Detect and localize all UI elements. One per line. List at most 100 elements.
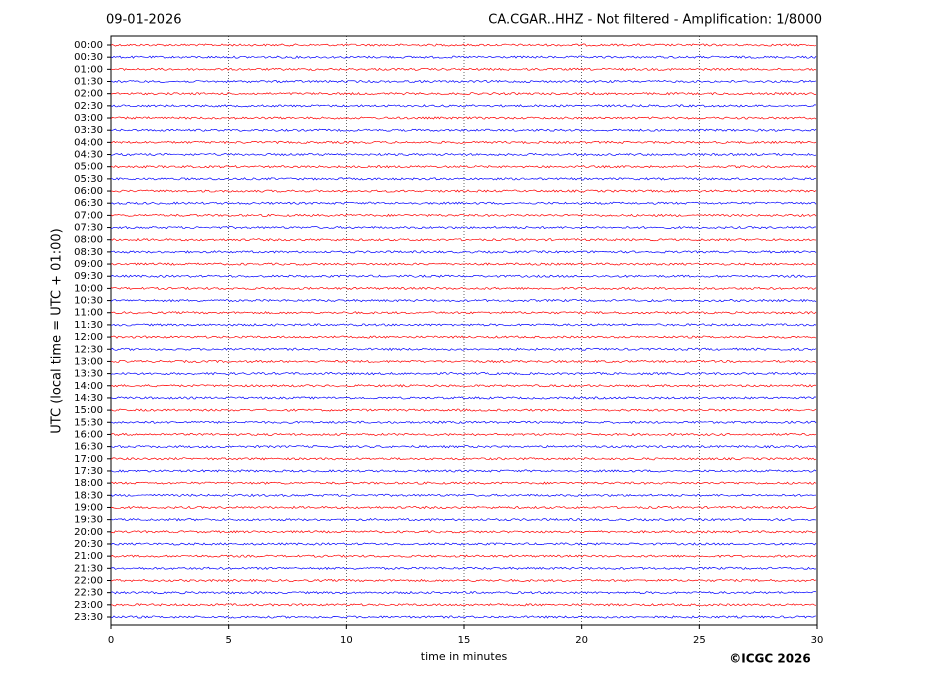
y-tick-label: 00:30	[74, 52, 103, 63]
x-tick-label: 15	[458, 635, 471, 646]
trace	[110, 177, 817, 181]
y-tick-label: 10:30	[74, 296, 103, 307]
x-tick-label: 10	[340, 635, 353, 646]
y-tick-label: 22:00	[74, 575, 103, 586]
trace	[110, 603, 817, 607]
y-tick-label: 08:00	[74, 235, 103, 246]
y-tick-label: 16:30	[74, 442, 103, 453]
trace	[110, 566, 817, 570]
x-tick-label: 20	[575, 635, 588, 646]
trace	[110, 347, 817, 351]
trace	[110, 311, 817, 315]
y-tick-label: 00:00	[74, 40, 103, 51]
trace	[110, 286, 817, 291]
y-tick-label: 06:30	[74, 198, 103, 209]
trace	[110, 493, 817, 497]
y-tick-label: 19:30	[74, 515, 103, 526]
trace	[110, 578, 817, 583]
y-tick-label: 08:30	[74, 247, 103, 258]
y-tick-label: 20:00	[74, 527, 103, 538]
y-tick-label: 02:00	[74, 89, 103, 100]
y-tick-label: 12:00	[74, 332, 103, 343]
x-axis-label: time in minutes	[421, 650, 508, 663]
trace	[110, 79, 817, 84]
y-tick-label: 11:30	[74, 320, 103, 331]
y-tick-label: 06:00	[74, 186, 103, 197]
y-tick-label: 09:30	[74, 271, 103, 282]
y-tick-label: 04:30	[74, 150, 103, 161]
y-tick-label: 16:00	[74, 429, 103, 440]
y-tick-label: 12:30	[74, 344, 103, 355]
trace	[110, 481, 817, 485]
trace	[110, 67, 817, 71]
trace	[110, 542, 817, 546]
trace	[110, 262, 817, 266]
credit: ©ICGC 2026	[729, 652, 811, 666]
y-tick-label: 07:00	[74, 210, 103, 221]
trace	[110, 104, 817, 108]
y-tick-label: 15:30	[74, 417, 103, 428]
trace	[110, 371, 817, 376]
y-tick-label: 01:00	[74, 64, 103, 75]
y-tick-label: 15:00	[74, 405, 103, 416]
trace	[110, 505, 817, 510]
trace	[110, 152, 817, 157]
y-tick-label: 21:00	[74, 551, 103, 562]
chart-title: CA.CGAR..HHZ - Not filtered - Amplificat…	[488, 13, 822, 28]
y-tick-label: 14:30	[74, 393, 103, 404]
date: 09-01-2026	[106, 13, 182, 28]
y-tick-label: 03:30	[74, 125, 103, 136]
trace	[110, 116, 817, 120]
y-tick-label: 18:00	[74, 478, 103, 489]
trace	[110, 457, 817, 461]
y-tick-label: 20:30	[74, 539, 103, 550]
x-tick-label: 5	[225, 635, 231, 646]
trace	[110, 298, 817, 303]
trace	[110, 530, 817, 534]
y-tick-label: 14:00	[74, 381, 103, 392]
y-tick-label: 17:30	[74, 466, 103, 477]
trace	[110, 238, 817, 242]
y-tick-label: 01:30	[74, 77, 103, 88]
y-tick-label: 04:00	[74, 137, 103, 148]
y-tick-label: 13:00	[74, 356, 103, 367]
y-tick-label: 17:00	[74, 454, 103, 465]
trace	[110, 250, 817, 254]
trace	[110, 323, 817, 327]
y-tick-label: 21:30	[74, 563, 103, 574]
y-tick-label: 10:00	[74, 283, 103, 294]
trace	[110, 274, 817, 278]
trace	[110, 445, 817, 449]
trace	[110, 128, 817, 132]
trace	[110, 92, 817, 96]
y-tick-label: 11:00	[74, 308, 103, 319]
trace	[110, 335, 817, 339]
y-tick-label: 05:30	[74, 174, 103, 185]
trace	[110, 615, 817, 619]
y-tick-label: 19:00	[74, 502, 103, 513]
x-tick-label: 0	[108, 635, 114, 646]
trace	[110, 43, 817, 47]
y-tick-label: 13:30	[74, 369, 103, 380]
trace	[110, 554, 817, 558]
trace	[110, 591, 817, 595]
y-tick-label: 18:30	[74, 490, 103, 501]
trace	[110, 201, 817, 205]
x-tick-label: 25	[693, 635, 706, 646]
y-tick-label: 05:00	[74, 162, 103, 173]
trace	[110, 189, 817, 193]
y-tick-label: 09:00	[74, 259, 103, 270]
trace	[110, 55, 817, 59]
trace	[110, 469, 817, 473]
trace	[110, 384, 817, 388]
x-tick-label: 30	[811, 635, 824, 646]
trace	[110, 396, 817, 400]
trace	[110, 213, 817, 218]
y-tick-label: 22:30	[74, 588, 103, 599]
y-tick-label: 23:00	[74, 600, 103, 611]
trace	[110, 165, 817, 169]
trace	[110, 225, 817, 230]
y-tick-label: 07:30	[74, 223, 103, 234]
trace	[110, 517, 817, 522]
